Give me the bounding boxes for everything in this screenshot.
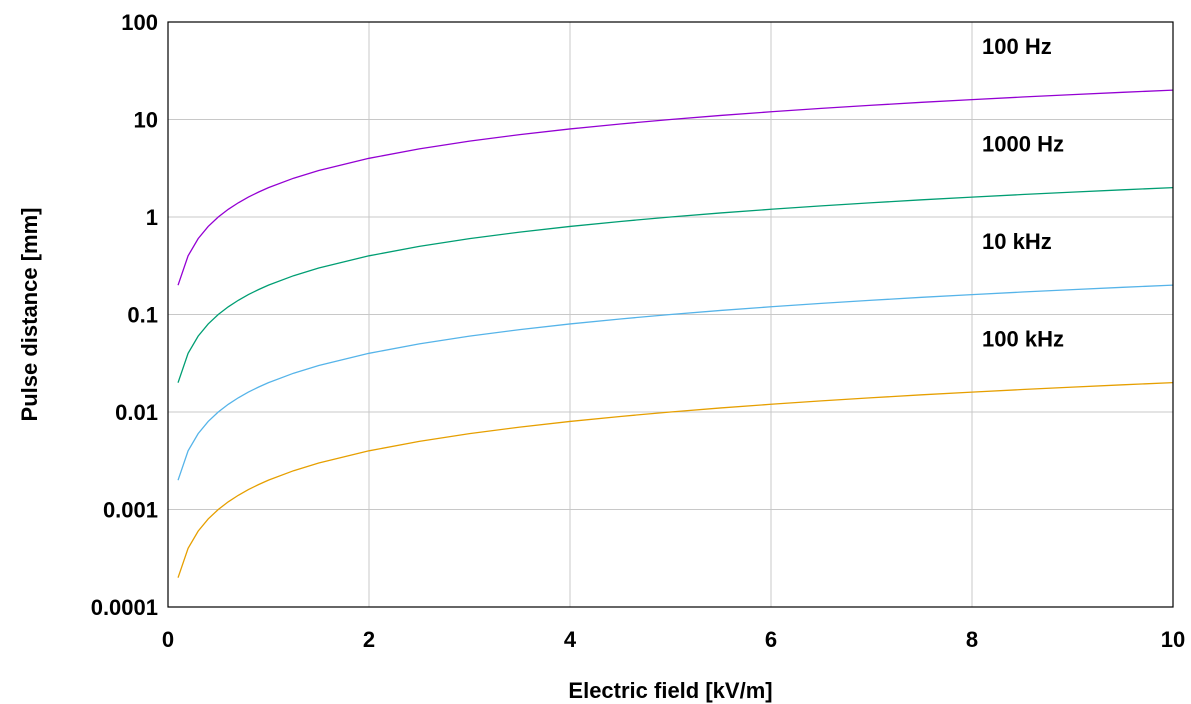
series-lines xyxy=(177,89,1174,578)
y-tick-label: 0.1 xyxy=(127,303,158,328)
y-tick-label: 0.0001 xyxy=(91,595,158,620)
tick-labels: 0 2 4 6 8 10 0.0001 0.001 0.01 0.1 1 10 100 xyxy=(91,10,1186,652)
series-label: 100 kHz xyxy=(982,327,1064,352)
x-axis-title: Electric field [kV/m] xyxy=(568,678,772,703)
series-label: 100 Hz xyxy=(982,34,1052,59)
series-line-100-hz xyxy=(177,89,1174,286)
y-axis-title: Pulse distance [mm] xyxy=(17,208,42,422)
y-tick-label: 10 xyxy=(134,108,158,133)
x-tick-label: 4 xyxy=(564,627,577,652)
x-tick-label: 0 xyxy=(162,627,174,652)
x-tick-label: 2 xyxy=(363,627,375,652)
x-tick-label: 10 xyxy=(1161,627,1185,652)
series-labels: 100 Hz 1000 Hz 10 kHz 100 kHz xyxy=(982,34,1064,352)
x-tick-label: 6 xyxy=(765,627,777,652)
series-label: 10 kHz xyxy=(982,229,1052,254)
y-tick-label: 0.001 xyxy=(103,498,158,523)
y-tick-label: 1 xyxy=(146,205,158,230)
series-line-10-khz xyxy=(177,284,1174,481)
series-line-100-khz xyxy=(177,382,1174,578)
y-tick-label: 100 xyxy=(121,10,158,35)
y-tick-label: 0.01 xyxy=(115,400,158,425)
series-line-1000-hz xyxy=(177,187,1174,383)
plot-frame xyxy=(167,21,1174,608)
series-label: 1000 Hz xyxy=(982,132,1064,157)
x-tick-label: 8 xyxy=(966,627,978,652)
